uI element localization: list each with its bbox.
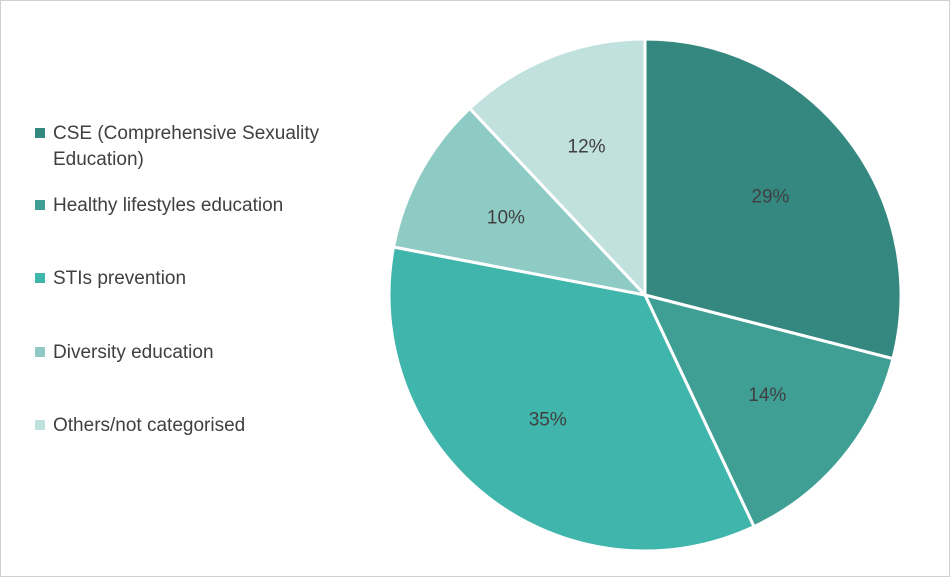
legend-label: CSE (Comprehensive Sexuality Education) [53, 123, 320, 170]
pie-slice-diversity-education [391, 106, 650, 298]
data-label-healthy-lifestyles: 14% [748, 385, 786, 406]
pie-slice-others [467, 37, 647, 299]
legend-label: STIs prevention [53, 268, 187, 289]
pie-slice-healthy-lifestyles [642, 292, 895, 529]
legend-item-stis-prevention: STIs prevention [35, 266, 353, 292]
legend-label: Others/not categorised [53, 415, 246, 436]
data-label-others: 12% [568, 136, 606, 157]
legend-item-others: Others/not categorised [35, 413, 353, 439]
legend-item-cse: CSE (Comprehensive Sexuality Education) [35, 121, 353, 173]
legend-swatch [35, 347, 45, 357]
legend-label: Healthy lifestyles education [53, 195, 284, 216]
data-label-stis-prevention: 35% [529, 409, 567, 430]
legend-label: Diversity education [53, 342, 214, 363]
pie-slice-stis-prevention [387, 245, 756, 553]
legend-swatch [35, 420, 45, 430]
legend-swatch [35, 128, 45, 138]
legend-item-healthy-lifestyles: Healthy lifestyles education [35, 193, 353, 219]
legend-swatch [35, 200, 45, 210]
pie-slice-cse [643, 37, 903, 361]
data-label-diversity-education: 10% [487, 208, 525, 229]
legend-swatch [35, 273, 45, 283]
data-label-cse: 29% [751, 187, 789, 208]
legend-item-diversity-education: Diversity education [35, 340, 353, 366]
